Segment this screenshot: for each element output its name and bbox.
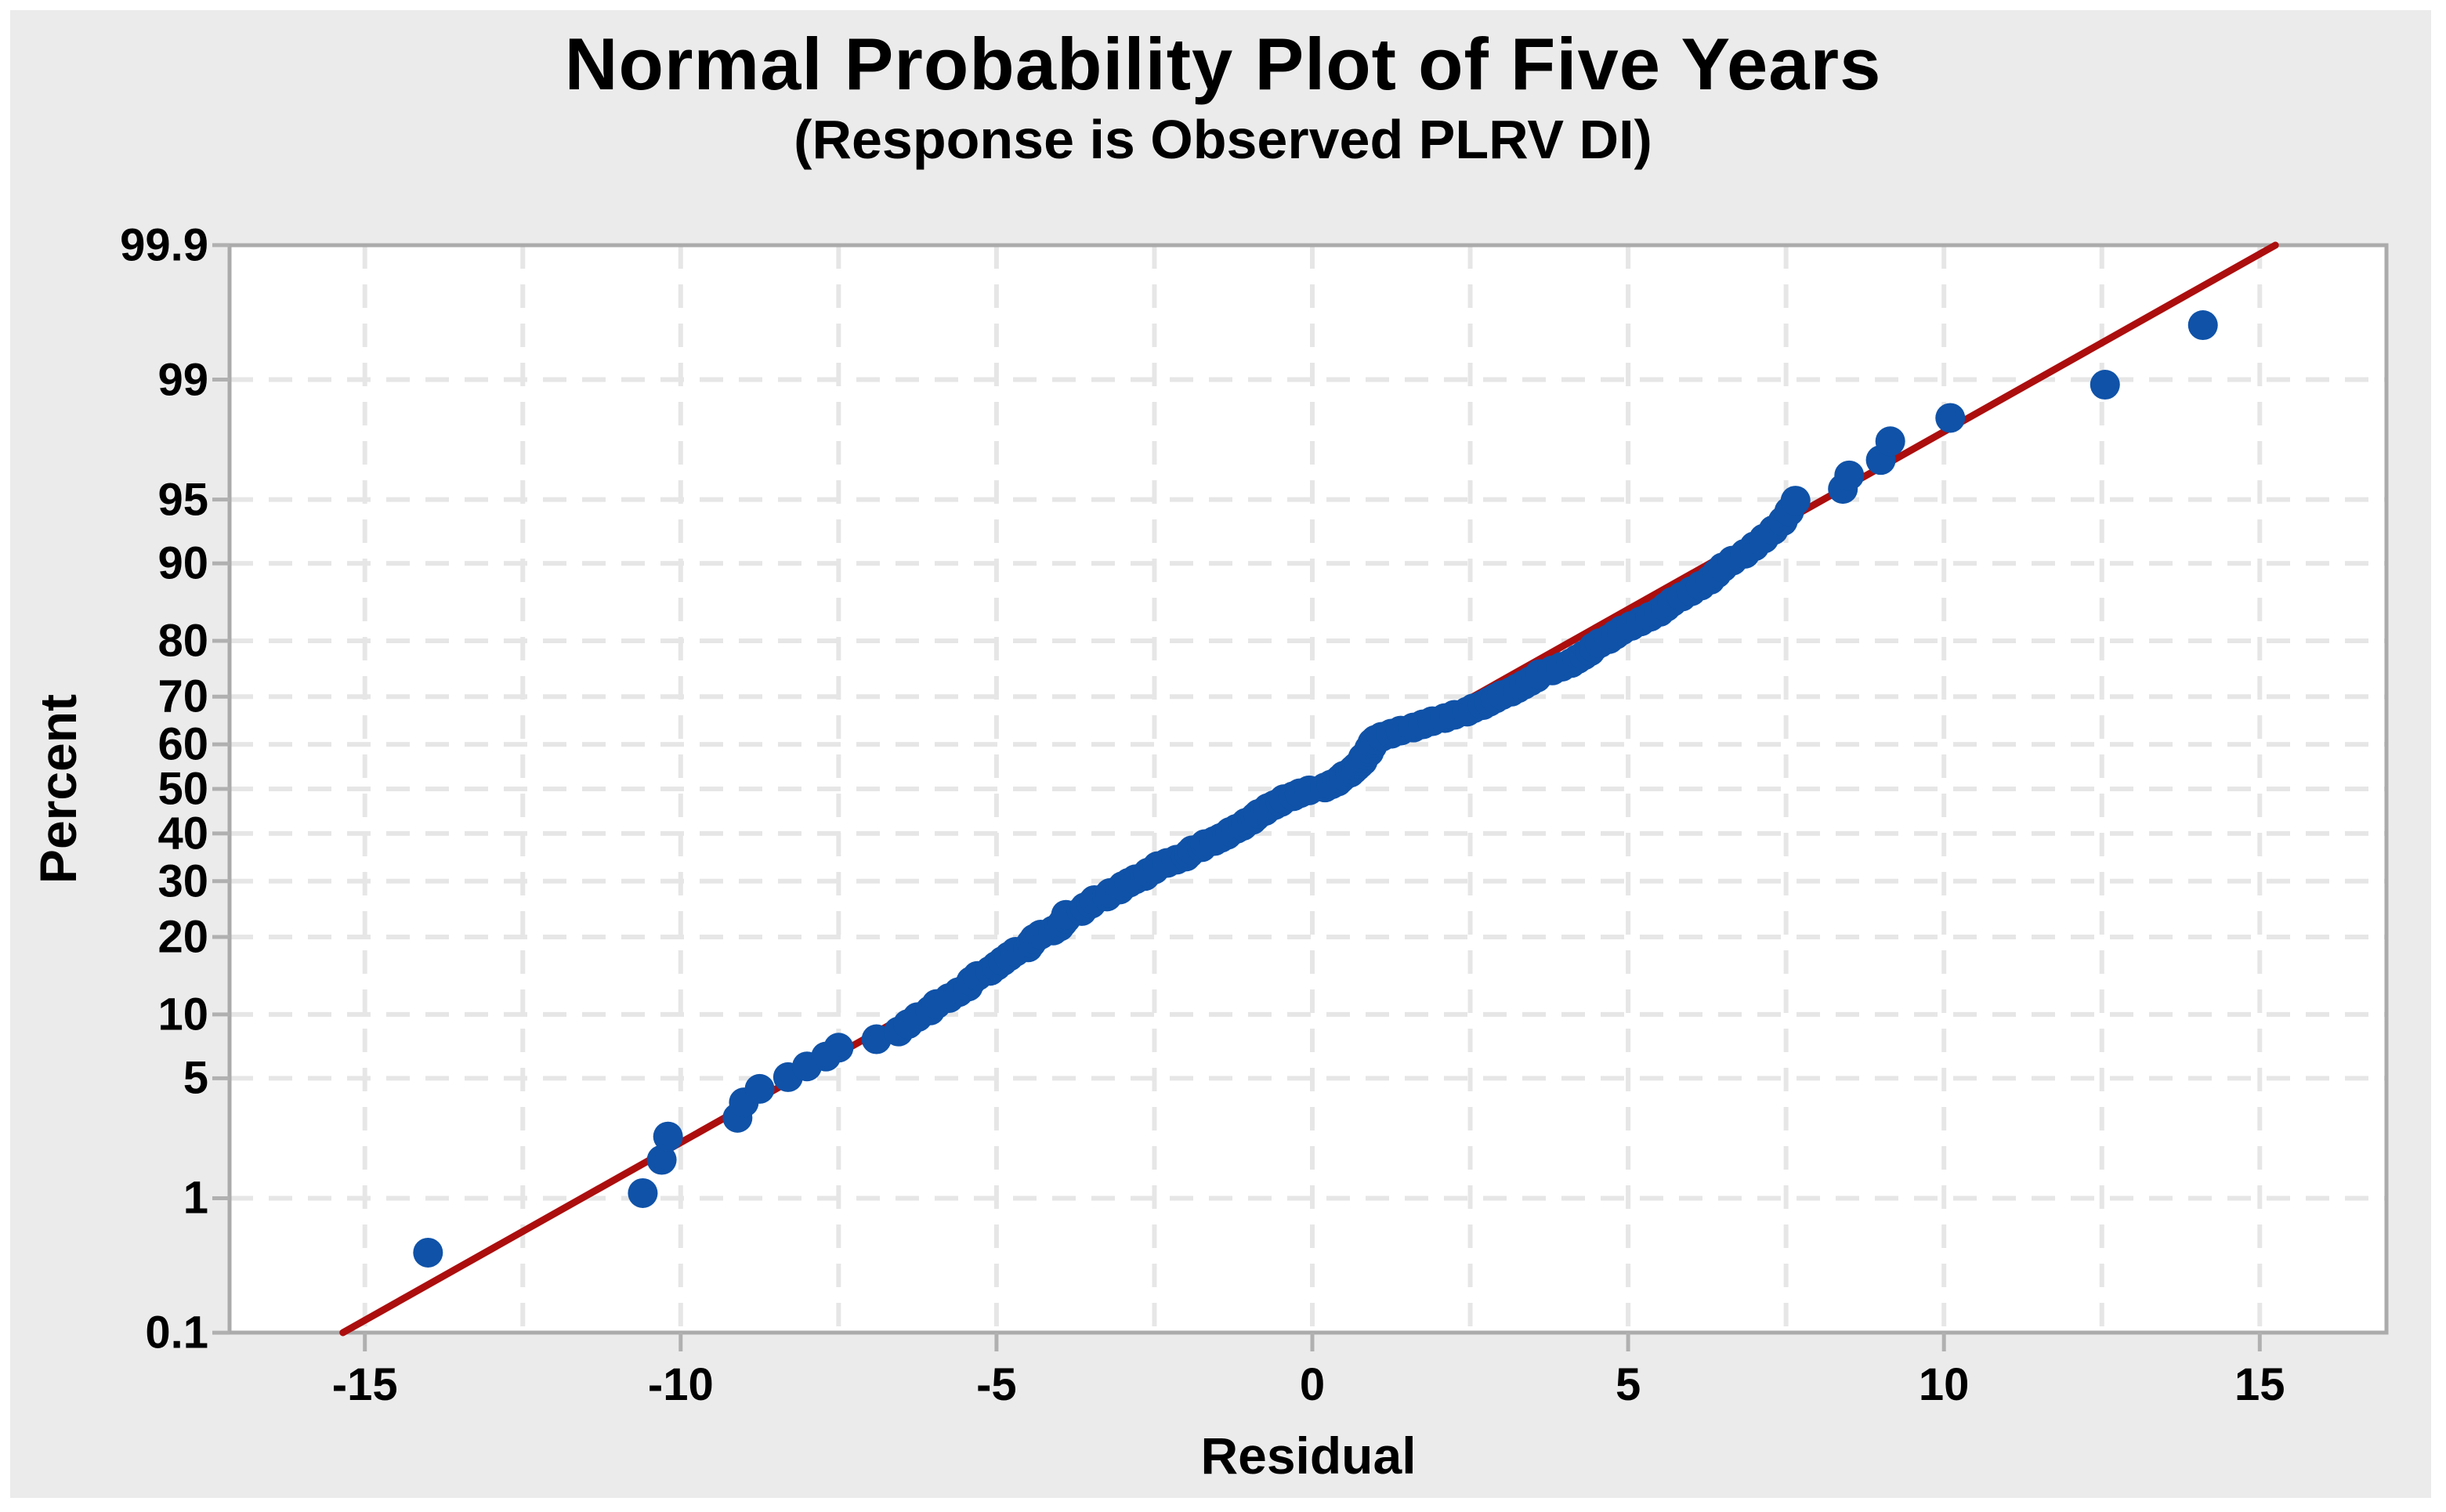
data-point: [1780, 486, 1811, 516]
y-tick-label: 99: [157, 354, 208, 405]
data-point: [653, 1121, 683, 1152]
y-tick-label: 40: [157, 808, 208, 859]
data-point: [628, 1177, 658, 1208]
y-tick-label: 99.9: [120, 219, 208, 271]
y-tick-label: 90: [157, 537, 208, 589]
x-tick-label: -5: [976, 1359, 1017, 1410]
y-tick-label: 5: [183, 1052, 208, 1104]
data-point: [744, 1073, 775, 1104]
y-tick-label: 60: [157, 718, 208, 770]
y-axis-title: Percent: [29, 693, 87, 884]
data-point: [2187, 310, 2218, 341]
x-tick-label: 5: [1615, 1359, 1641, 1410]
chart-subtitle: (Response is Observed PLRV DI): [794, 109, 1652, 170]
y-tick-label: 30: [157, 855, 208, 907]
x-tick-label: 0: [1299, 1359, 1326, 1410]
data-point: [1935, 403, 1966, 433]
chart-title: Normal Probability Plot of Five Years: [564, 23, 1882, 105]
y-tick-label: 20: [157, 911, 208, 963]
data-point: [1875, 426, 1905, 457]
y-tick-label: 80: [157, 615, 208, 667]
y-tick-label: 50: [157, 763, 208, 815]
x-tick-label: -10: [647, 1359, 714, 1410]
x-tick-label: 10: [1918, 1359, 1970, 1410]
data-point: [413, 1237, 443, 1268]
data-point: [2090, 370, 2120, 400]
y-tick-label: 70: [157, 671, 208, 722]
data-point: [646, 1145, 677, 1175]
x-tick-label: -15: [331, 1359, 398, 1410]
y-tick-label: 10: [157, 989, 208, 1040]
data-point: [1834, 460, 1865, 490]
y-tick-label: 95: [157, 474, 208, 526]
y-tick-label: 1: [183, 1172, 208, 1224]
y-tick-label: 0.1: [145, 1307, 208, 1358]
data-point: [823, 1033, 854, 1063]
x-tick-label: 15: [2234, 1359, 2285, 1410]
x-axis-title: Residual: [1200, 1427, 1417, 1485]
